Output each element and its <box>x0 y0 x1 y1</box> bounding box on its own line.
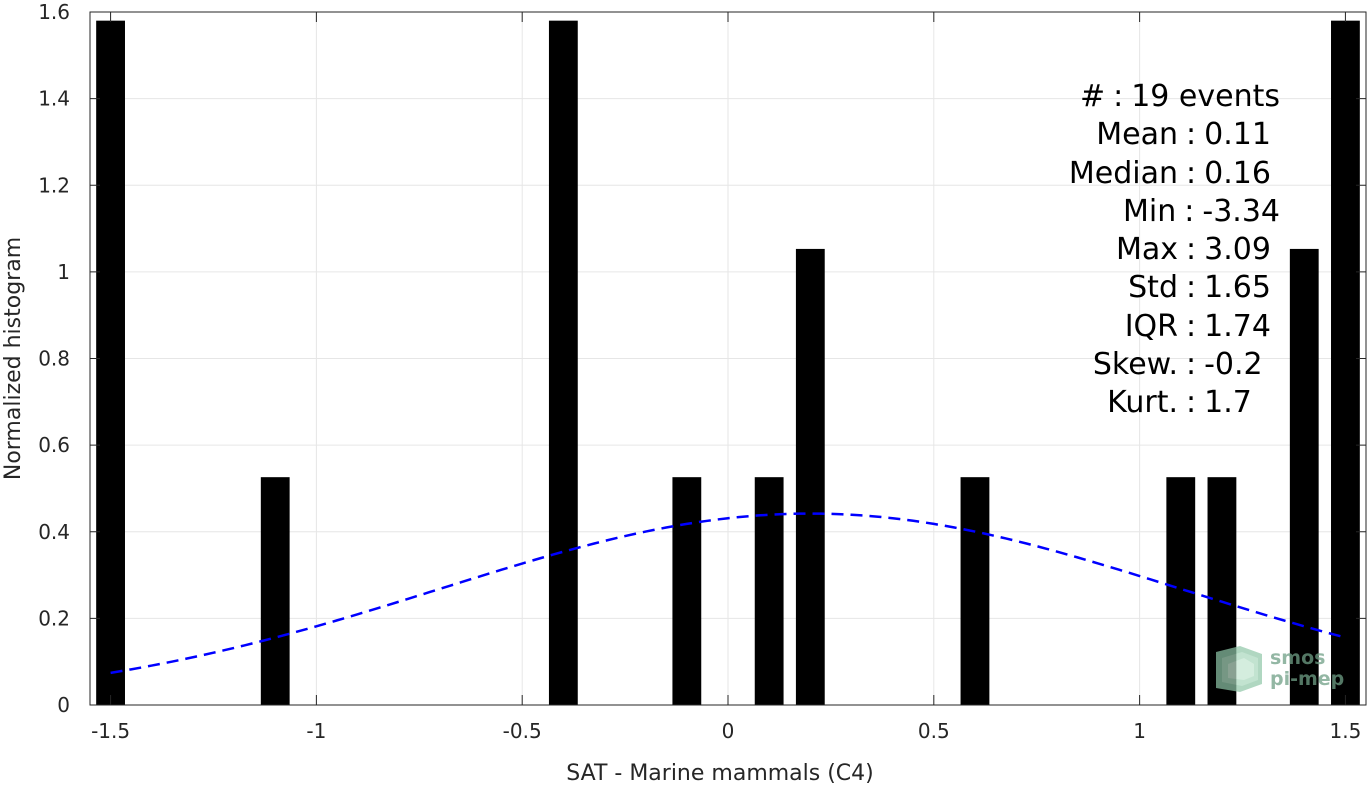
y-tick-label: 0.2 <box>38 606 70 630</box>
y-tick-label: 1 <box>57 260 70 284</box>
histogram-bar <box>1331 20 1360 706</box>
logo-mark-icon <box>1216 646 1262 692</box>
y-tick-label: 0.4 <box>38 520 70 544</box>
stat-iqr: IQR:1.74 <box>1124 308 1271 344</box>
histogram-bar <box>754 477 784 705</box>
y-tick-label: 0.6 <box>38 433 70 457</box>
stat-mean: Mean:0.11 <box>1096 117 1271 153</box>
x-tick-label: 0 <box>722 719 735 743</box>
logo-line2: pi-mep <box>1270 668 1345 690</box>
histogram-bar <box>672 477 702 705</box>
x-tick-label: -1.5 <box>91 719 130 743</box>
x-tick-label: -0.5 <box>503 719 542 743</box>
stat-median: Median:0.16 <box>1068 155 1271 191</box>
histogram-bar <box>260 477 290 705</box>
histogram-bar <box>1289 248 1319 705</box>
y-tick-label: 1.4 <box>38 87 70 111</box>
y-tick-label: 0 <box>57 693 70 717</box>
x-tick-label: 1.5 <box>1330 719 1362 743</box>
logo-line1: smos <box>1270 647 1326 669</box>
histogram-bar <box>960 477 990 705</box>
stat-count: #:19 events <box>1079 79 1280 114</box>
normal-fit-curve <box>110 512 1346 675</box>
y-tick-label: 1.2 <box>38 173 70 197</box>
stats-box: #:19 events Mean:0.11 Median:0.16 Min: -3… <box>1000 78 1280 423</box>
y-axis-label: Normalized histogram <box>1 237 26 480</box>
x-axis-label: SAT - Marine mammals (C4) <box>566 761 874 785</box>
stat-kurt: Kurt.:1.7 <box>1107 385 1252 421</box>
x-tick-label: 0.5 <box>918 719 950 743</box>
histogram-bar <box>795 248 825 705</box>
histogram-bar <box>96 20 125 706</box>
y-tick-label: 1.6 <box>38 0 70 24</box>
smos-pimep-logo: smos pi-mep <box>1212 644 1352 696</box>
histogram-bar <box>548 20 578 706</box>
stat-min: Min: -3.34 <box>1123 193 1280 229</box>
stat-skew: Skew.: -0.2 <box>1092 347 1263 383</box>
x-tick-label: 1 <box>1133 719 1146 743</box>
x-tick-label: -1 <box>306 719 326 743</box>
stat-std: Std:1.65 <box>1128 270 1271 306</box>
y-tick-label: 0.8 <box>38 347 70 371</box>
stat-max: Max:3.09 <box>1115 232 1271 268</box>
